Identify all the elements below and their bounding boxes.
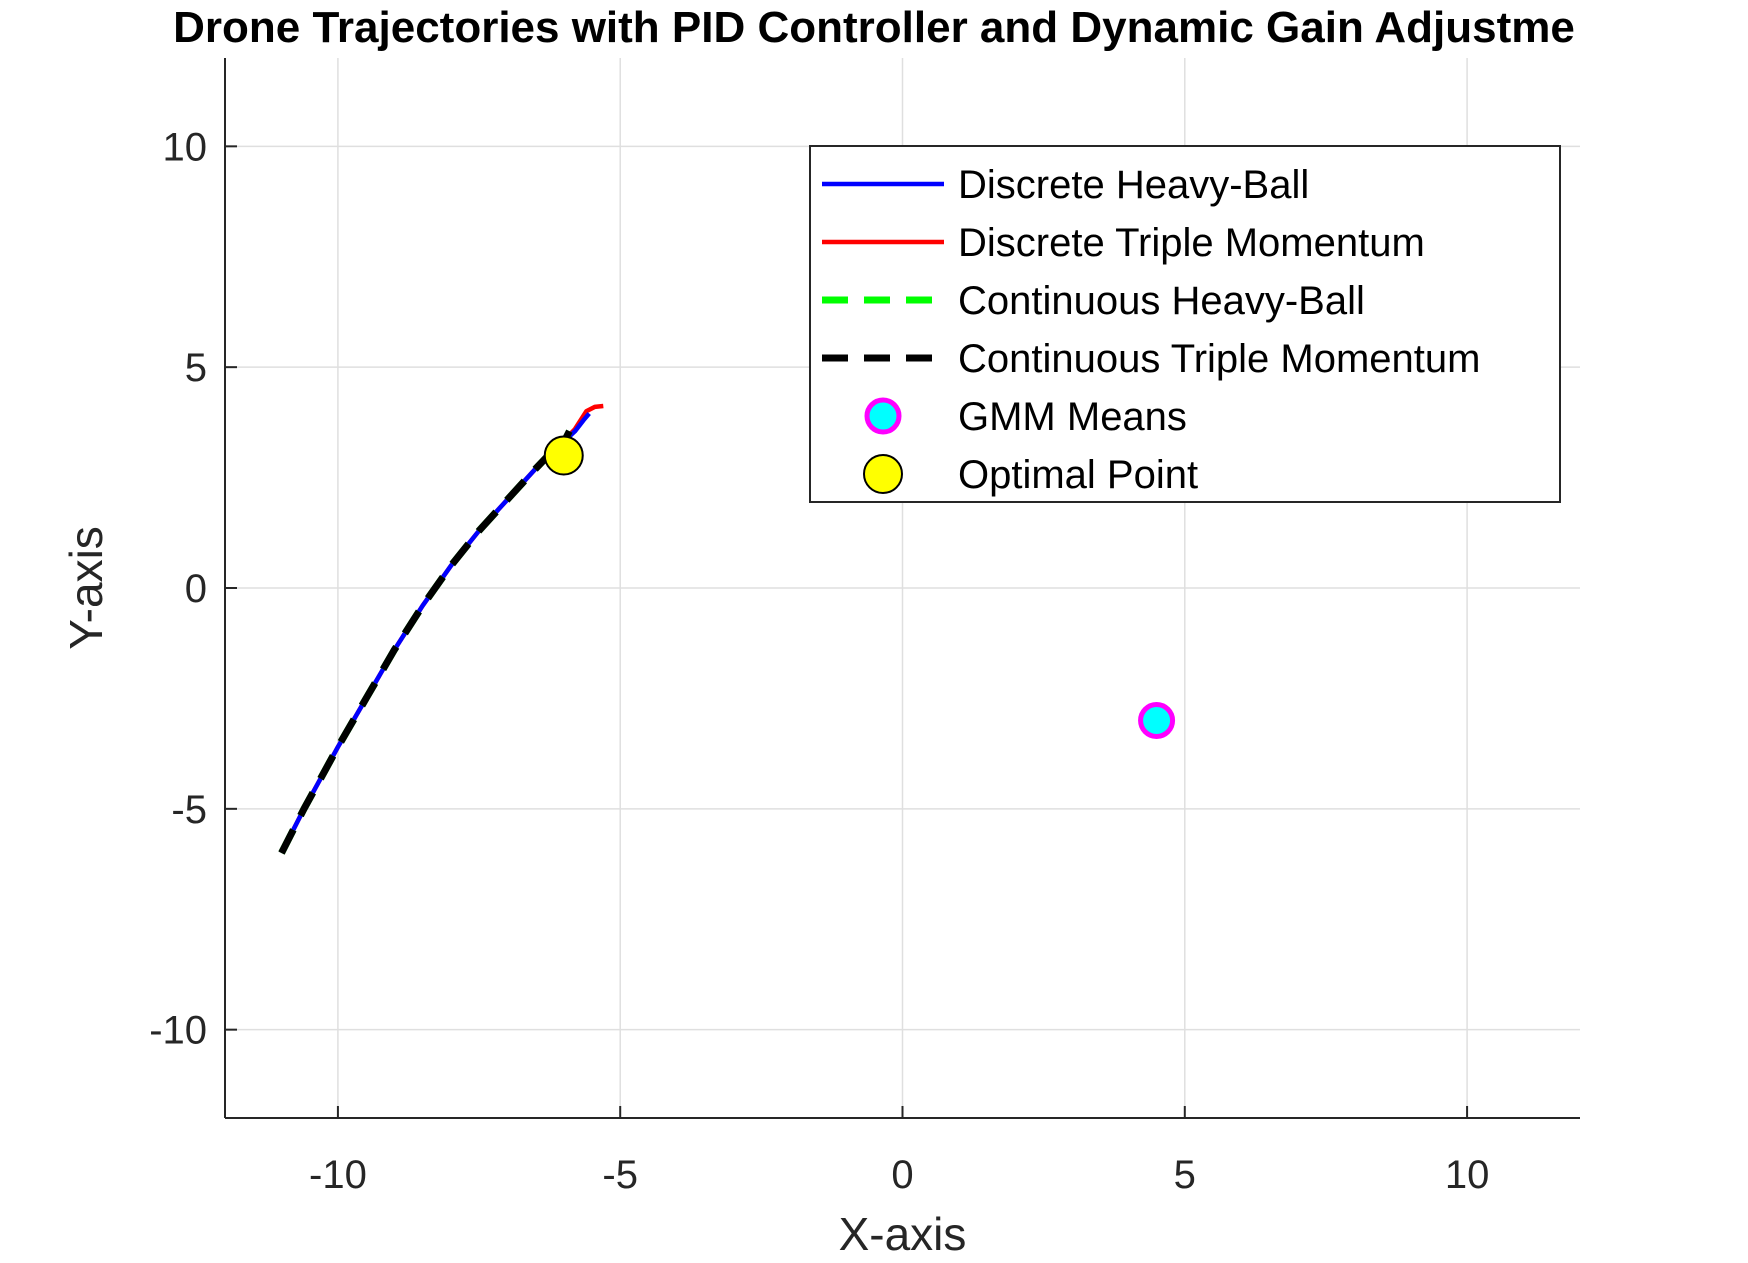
- x-tick-label: 0: [891, 1153, 913, 1197]
- optimal-point-marker: [543, 435, 584, 476]
- x-tick-label: -5: [602, 1153, 638, 1197]
- y-tick-label: -10: [149, 1009, 207, 1053]
- x-axis-label: X-axis: [839, 1208, 967, 1260]
- y-tick-label: 0: [185, 567, 207, 611]
- y-tick-label: -5: [171, 788, 207, 832]
- y-axis-label: Y-axis: [60, 526, 112, 650]
- legend-label: Discrete Triple Momentum: [958, 221, 1425, 265]
- legend-label: Discrete Heavy-Ball: [958, 163, 1309, 207]
- legend-label: Continuous Heavy-Ball: [958, 279, 1365, 323]
- legend: Discrete Heavy-Ball Discrete Triple Momen…: [809, 145, 1561, 503]
- gmm-means-marker: [1138, 702, 1176, 739]
- legend-sample-marker: [863, 454, 903, 494]
- legend-label: Optimal Point: [958, 453, 1198, 497]
- legend-label: GMM Means: [958, 395, 1187, 439]
- axes: [224, 58, 1580, 1119]
- legend-sample-marker: [864, 397, 902, 435]
- y-tick-label: 5: [185, 346, 207, 390]
- x-tick-label: -10: [309, 1153, 367, 1197]
- legend-box: [809, 145, 1561, 503]
- x-tick-label: 5: [1174, 1153, 1196, 1197]
- chart-title: Drone Trajectories with PID Controller a…: [173, 3, 1575, 52]
- marker-layer: [543, 435, 1176, 739]
- x-tick-label: 10: [1445, 1153, 1490, 1197]
- x-tick-labels: -10 -5 0 5 10: [309, 1153, 1489, 1197]
- y-tick-labels: -10 -5 0 5 10: [149, 125, 207, 1052]
- y-tick-label: 10: [163, 125, 208, 169]
- legend-label: Continuous Triple Momentum: [958, 337, 1480, 381]
